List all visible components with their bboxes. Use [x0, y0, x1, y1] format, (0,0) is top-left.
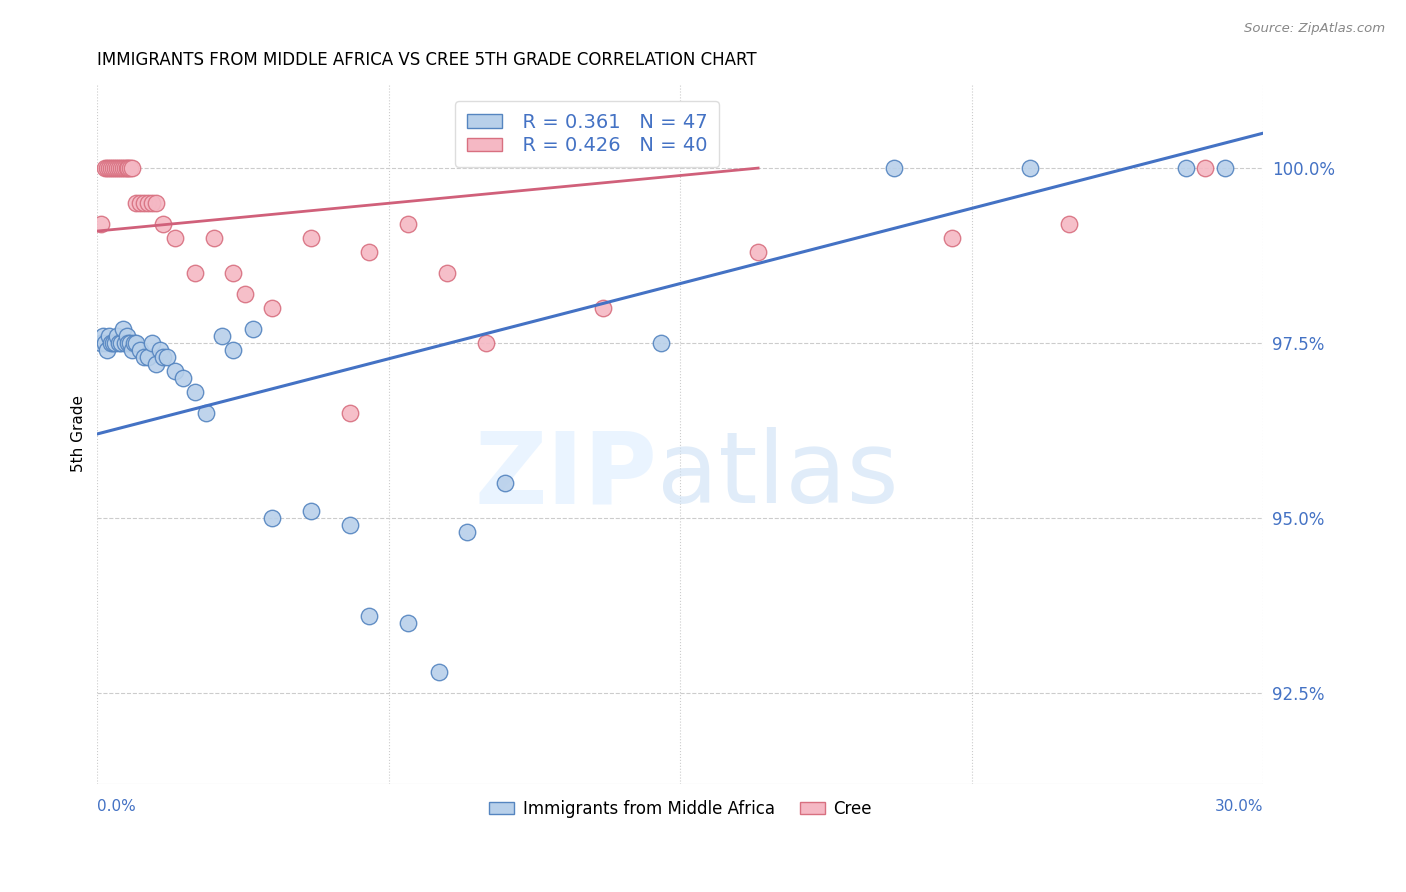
Point — [359, 608, 381, 623]
Point — [107, 161, 129, 175]
Point — [592, 301, 614, 315]
Text: 30.0%: 30.0% — [1215, 799, 1264, 814]
Point — [117, 161, 139, 175]
Text: IMMIGRANTS FROM MIDDLE AFRICA VS CREE 5TH GRADE CORRELATION CHART: IMMIGRANTS FROM MIDDLE AFRICA VS CREE 5T… — [97, 51, 756, 69]
Point — [195, 406, 218, 420]
Point — [129, 343, 152, 357]
Point — [120, 161, 142, 175]
Point — [114, 161, 136, 175]
Point — [339, 517, 361, 532]
Point — [107, 336, 129, 351]
Point — [211, 329, 233, 343]
Point — [262, 511, 284, 525]
Point — [100, 161, 122, 175]
Point — [132, 196, 155, 211]
Point — [105, 161, 128, 175]
Point — [98, 329, 121, 343]
Point — [94, 336, 117, 351]
Point — [436, 266, 458, 280]
Point — [233, 287, 256, 301]
Point — [125, 196, 148, 211]
Point — [120, 336, 142, 351]
Point — [104, 336, 127, 351]
Point — [429, 665, 451, 679]
Point — [117, 336, 139, 351]
Point — [299, 231, 322, 245]
Text: ZIP: ZIP — [474, 427, 657, 524]
Point — [165, 231, 187, 245]
Point — [202, 231, 225, 245]
Point — [359, 245, 381, 260]
Point — [242, 322, 264, 336]
Point — [165, 364, 187, 378]
Point — [105, 329, 128, 343]
Point — [145, 357, 167, 371]
Y-axis label: 5th Grade: 5th Grade — [72, 395, 86, 473]
Point — [101, 336, 124, 351]
Point — [132, 350, 155, 364]
Point — [222, 343, 245, 357]
Point — [883, 161, 905, 175]
Point — [339, 406, 361, 420]
Point — [299, 504, 322, 518]
Point — [152, 217, 174, 231]
Point — [111, 322, 134, 336]
Point — [156, 350, 179, 364]
Point — [90, 336, 112, 351]
Point — [136, 350, 159, 364]
Point — [129, 196, 152, 211]
Point — [495, 475, 517, 490]
Point — [111, 161, 134, 175]
Point — [222, 266, 245, 280]
Point — [475, 336, 498, 351]
Point — [396, 217, 419, 231]
Point — [121, 161, 143, 175]
Point — [94, 161, 117, 175]
Point — [121, 343, 143, 357]
Point — [100, 336, 122, 351]
Point — [1019, 161, 1042, 175]
Point — [141, 336, 163, 351]
Point — [90, 217, 112, 231]
Point — [110, 161, 132, 175]
Point — [1194, 161, 1216, 175]
Point — [96, 343, 118, 357]
Legend: Immigrants from Middle Africa, Cree: Immigrants from Middle Africa, Cree — [482, 793, 879, 824]
Point — [98, 161, 121, 175]
Point — [136, 196, 159, 211]
Point — [125, 336, 148, 351]
Point — [152, 350, 174, 364]
Point — [104, 161, 127, 175]
Point — [124, 336, 146, 351]
Point — [148, 343, 170, 357]
Point — [141, 196, 163, 211]
Point — [262, 301, 284, 315]
Point — [96, 161, 118, 175]
Point — [1213, 161, 1236, 175]
Point — [91, 329, 114, 343]
Point — [172, 371, 194, 385]
Point — [183, 266, 205, 280]
Point — [456, 524, 478, 539]
Point — [114, 336, 136, 351]
Point — [396, 615, 419, 630]
Point — [110, 336, 132, 351]
Point — [1057, 217, 1080, 231]
Point — [941, 231, 963, 245]
Text: 0.0%: 0.0% — [97, 799, 136, 814]
Text: atlas: atlas — [657, 427, 898, 524]
Point — [1174, 161, 1197, 175]
Text: Source: ZipAtlas.com: Source: ZipAtlas.com — [1244, 22, 1385, 36]
Point — [101, 161, 124, 175]
Point — [183, 384, 205, 399]
Point — [145, 196, 167, 211]
Point — [650, 336, 672, 351]
Point — [115, 329, 138, 343]
Point — [747, 245, 769, 260]
Point — [115, 161, 138, 175]
